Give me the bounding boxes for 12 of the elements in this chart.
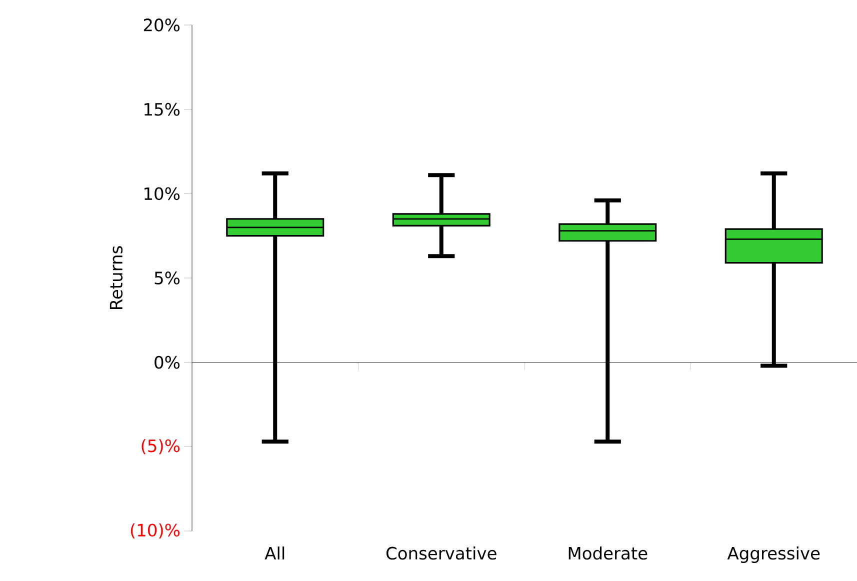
y-tick-label: 0% [154,356,180,369]
x-tick-label: All [264,546,284,560]
y-tick-label: 5% [154,272,180,284]
y-axis-title: Returns [110,246,123,309]
x-tick-label: Conservative [386,546,496,560]
y-tick-label: (5)% [142,439,180,454]
x-tick-label: Aggressive [727,546,820,563]
x-tick-label: Moderate [568,546,648,560]
y-tick-label: 15% [144,102,180,116]
y-tick-label: (10)% [130,523,180,539]
y-tick-label: 10% [144,187,180,200]
y-tick-label: 20% [144,18,180,32]
